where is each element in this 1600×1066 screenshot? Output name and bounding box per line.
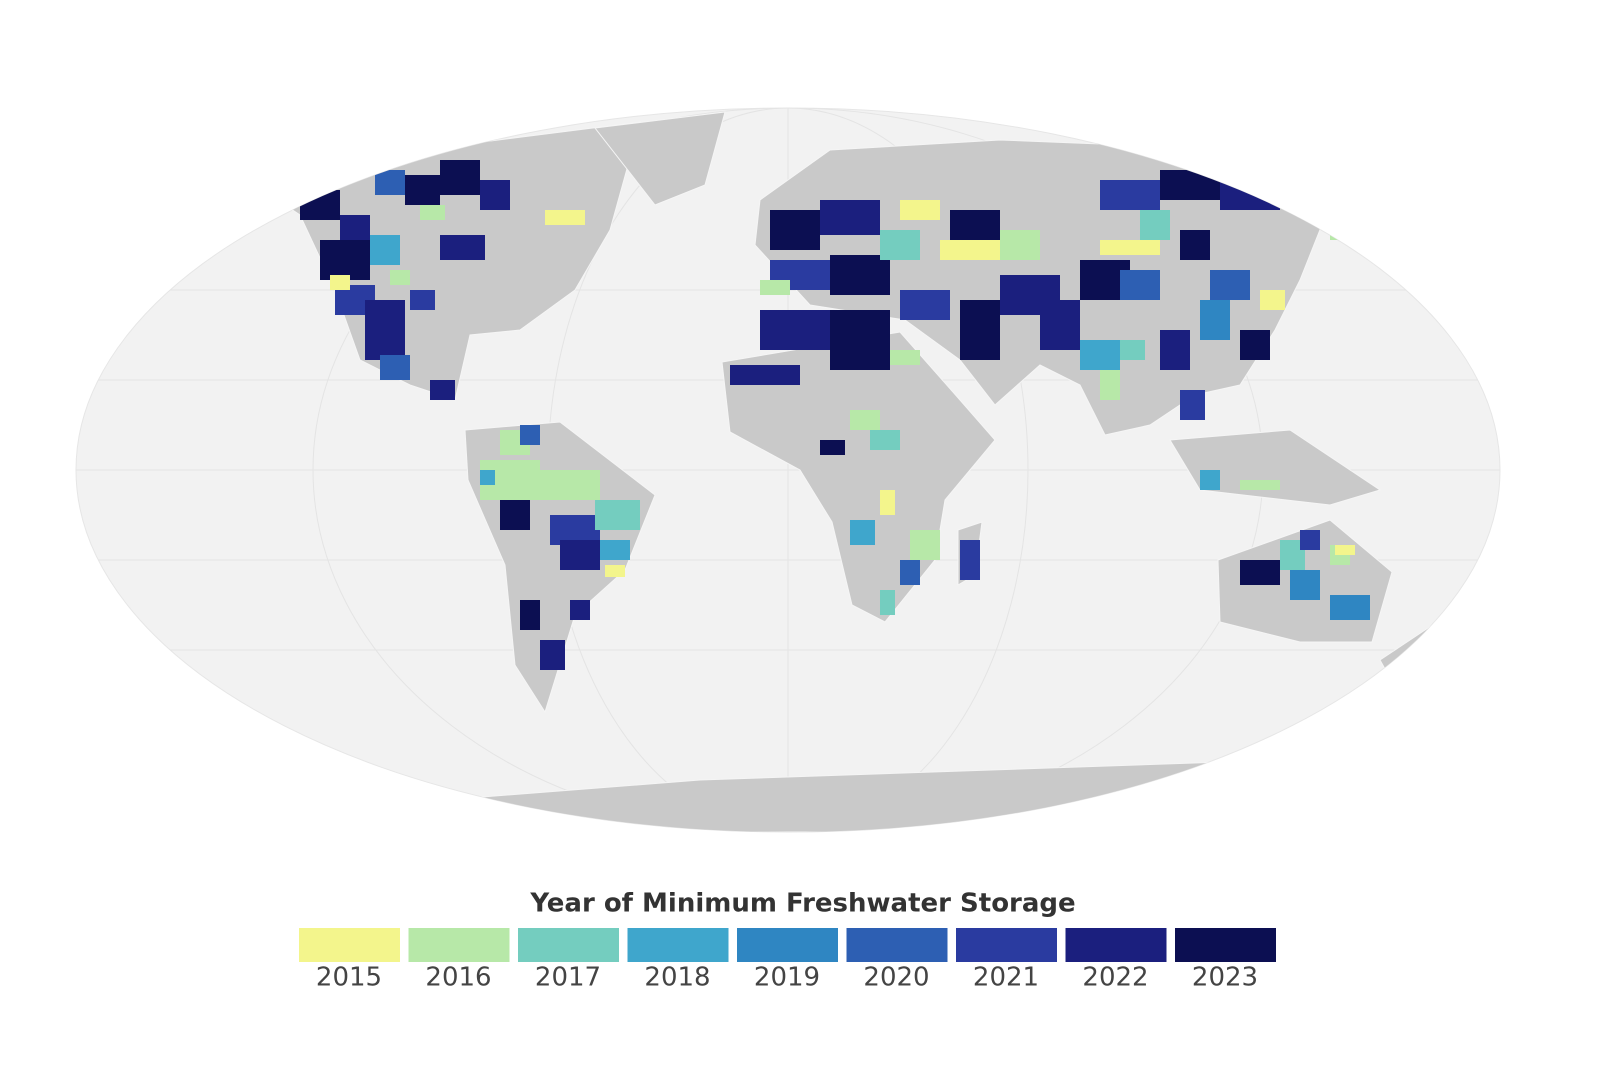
map-cell	[390, 270, 410, 285]
map-cell	[600, 540, 630, 560]
map-cell	[520, 600, 540, 630]
map-cell	[880, 590, 895, 615]
legend-label: 2020	[863, 963, 929, 993]
map-cell	[900, 200, 940, 220]
map-cell	[760, 310, 830, 350]
map-cell	[910, 530, 940, 560]
map-cell	[595, 500, 640, 530]
map-cell	[430, 380, 455, 400]
map-cell	[1335, 545, 1355, 555]
map-cell	[1200, 470, 1220, 490]
map-cell	[1240, 330, 1270, 360]
map-cell	[880, 230, 920, 260]
map-cell	[730, 365, 800, 385]
legend-title: Year of Minimum Freshwater Storage	[529, 889, 1075, 919]
map-cell	[1240, 560, 1280, 585]
legend-label: 2023	[1192, 963, 1258, 993]
map-cell	[830, 255, 890, 295]
legend-label: 2018	[644, 963, 710, 993]
map-cell	[1180, 230, 1210, 260]
map-cell	[380, 355, 410, 380]
map-cell	[1210, 270, 1250, 300]
map-cell	[900, 560, 920, 585]
map-cell	[890, 350, 920, 365]
map-cell	[1240, 480, 1280, 490]
map-cell	[570, 600, 590, 620]
map-cell	[1330, 595, 1370, 620]
map-cell	[365, 300, 405, 360]
legend-swatch	[1175, 928, 1276, 962]
map-cell	[405, 175, 440, 205]
map-cell	[540, 640, 565, 670]
map-cell	[605, 565, 625, 577]
map-cell	[500, 500, 530, 530]
map-cell	[1330, 200, 1350, 240]
map-cell	[1280, 170, 1310, 195]
legend: 2015 2016 2017 2018 2019 2020 2021 2022 2023	[299, 928, 1276, 993]
map-cell	[520, 425, 540, 445]
legend-label: 2019	[754, 963, 820, 993]
map-cell	[1040, 300, 1080, 350]
map-cell	[760, 280, 790, 295]
map-cell	[1080, 340, 1120, 370]
legend-swatch	[846, 928, 948, 962]
legend-swatch	[956, 928, 1057, 962]
map-cell	[540, 470, 600, 500]
legend-label: 2017	[535, 963, 601, 993]
map-cell	[880, 490, 895, 515]
legend-swatch	[627, 928, 729, 962]
map-cell	[560, 540, 600, 570]
map-cell	[480, 470, 495, 485]
legend-swatch	[518, 928, 619, 962]
map-cell	[420, 205, 445, 220]
map-cell	[850, 410, 880, 430]
map-cell	[1140, 210, 1170, 240]
map-cell	[320, 240, 370, 280]
legend-swatch	[737, 928, 838, 962]
map-cell	[300, 190, 340, 220]
legend-swatch	[1065, 928, 1167, 962]
map-cell	[1220, 180, 1280, 210]
map-cell	[330, 275, 350, 290]
map-cell	[950, 210, 1000, 240]
map-cell	[370, 235, 400, 265]
map-cell	[1290, 570, 1320, 600]
map-cell	[545, 210, 585, 225]
legend-label: 2021	[973, 963, 1039, 993]
map-cell	[440, 160, 480, 195]
map-cell	[1260, 290, 1285, 310]
map-cell	[830, 310, 890, 370]
map-cell	[900, 290, 950, 320]
map-cell	[850, 520, 875, 545]
map-cell	[1180, 390, 1205, 420]
map-cell	[480, 180, 510, 210]
map-cell	[1100, 370, 1120, 400]
map-cell	[770, 210, 820, 250]
map-cell	[340, 215, 370, 240]
map-cell	[820, 200, 880, 235]
map-cell	[1120, 270, 1160, 300]
map-cell	[1120, 340, 1145, 360]
map-cell	[410, 290, 435, 310]
map-cell	[940, 240, 1000, 260]
legend-label: 2016	[425, 963, 491, 993]
map-cell	[820, 440, 845, 455]
legend-swatch	[299, 928, 400, 962]
map-cell	[440, 235, 485, 260]
map-cell	[1300, 530, 1320, 550]
map-cell	[960, 300, 1000, 360]
map-cell	[1160, 170, 1220, 200]
map-cell	[1000, 230, 1040, 260]
map-cell	[375, 170, 405, 195]
legend-label: 2022	[1082, 963, 1148, 993]
map-cell	[1160, 330, 1190, 370]
map-cell	[960, 540, 980, 580]
map-cell	[870, 430, 900, 450]
legend-label: 2015	[316, 963, 382, 993]
map-cell	[1100, 180, 1160, 210]
map-cell	[1200, 300, 1230, 340]
legend-swatch	[408, 928, 510, 962]
map-cell	[1100, 240, 1160, 255]
